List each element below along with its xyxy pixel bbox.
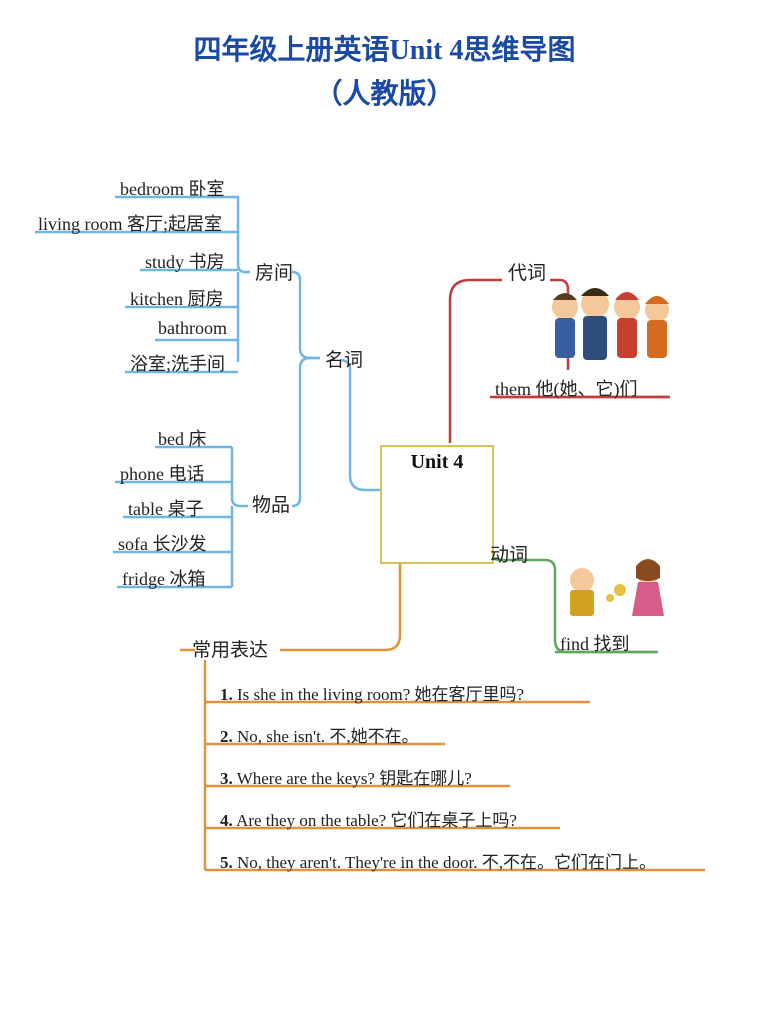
obj-item-4: fridge 冰箱 — [122, 565, 205, 591]
obj-item-1: phone 电话 — [120, 460, 205, 486]
sentence-4: 5. No, they aren't. They're in the door.… — [220, 848, 656, 873]
center-unit-label: Unit 4 — [382, 447, 492, 474]
room-item-4: bathroom — [158, 318, 227, 339]
verb-leaf: find 找到 — [560, 630, 630, 656]
room-item-0: bedroom 卧室 — [120, 175, 224, 201]
obj-item-2: table 桌子 — [128, 495, 203, 521]
label-noun: 名词 — [325, 345, 363, 372]
kids-illustration — [570, 559, 664, 616]
obj-item-0: bed 床 — [158, 425, 207, 451]
center-unit-box: Unit 4 — [380, 445, 494, 564]
label-rooms: 房间 — [255, 258, 293, 285]
family-illustration — [552, 288, 669, 360]
room-item-5: 浴室;洗手间 — [130, 350, 225, 376]
label-expressions: 常用表达 — [192, 635, 268, 662]
label-verb: 动词 — [490, 540, 528, 567]
pronoun-leaf: them 他(她、它)们 — [495, 375, 637, 401]
sentence-3: 4. Are they on the table? 它们在桌子上吗? — [220, 806, 517, 831]
room-item-3: kitchen 厨房 — [130, 285, 223, 311]
sentence-2: 3. Where are the keys? 钥匙在哪儿? — [220, 764, 472, 789]
obj-item-3: sofa 长沙发 — [118, 530, 207, 556]
sentence-1: 2. No, she isn't. 不,她不在。 — [220, 722, 419, 747]
label-objects: 物品 — [252, 490, 290, 517]
sentence-0: 1. Is she in the living room? 她在客厅里吗? — [220, 680, 524, 705]
label-pronoun: 代词 — [508, 258, 546, 285]
room-item-2: study 书房 — [145, 248, 225, 274]
room-item-1: living room 客厅;起居室 — [38, 210, 222, 236]
